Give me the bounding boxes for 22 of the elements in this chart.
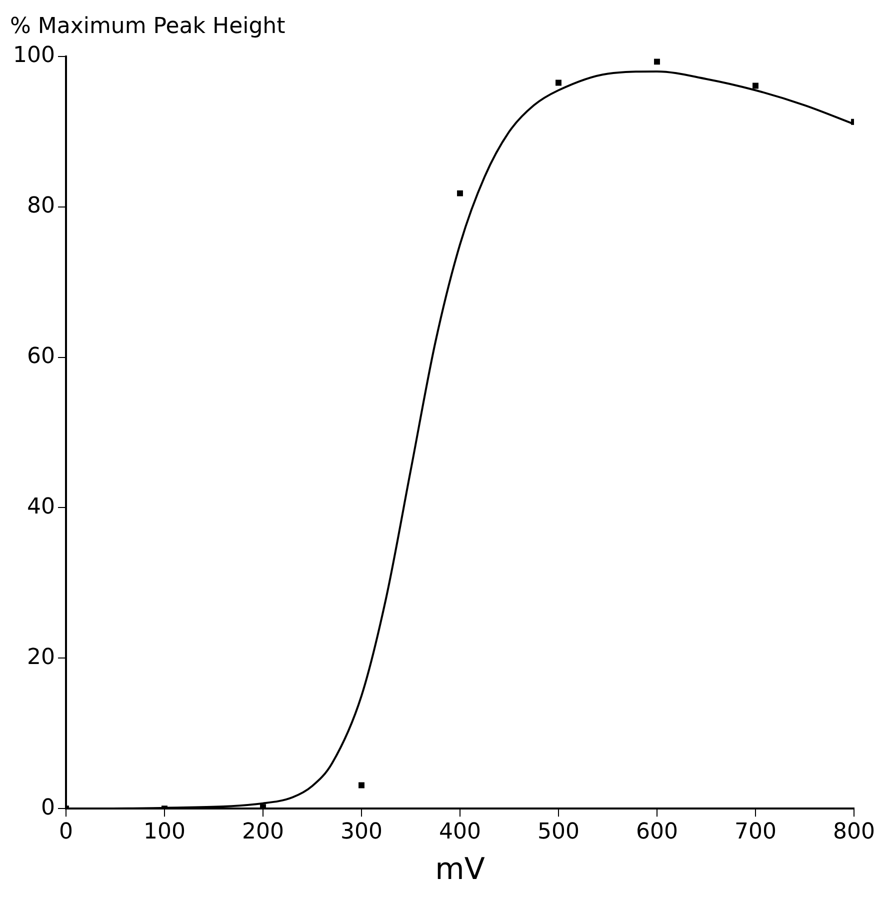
- point: [457, 190, 463, 196]
- x-tick-label: 100: [143, 820, 186, 845]
- point: [654, 58, 660, 65]
- y-tick-label: 80: [26, 194, 55, 219]
- x-axis-title: mV: [435, 852, 486, 887]
- y-tick-label: 40: [26, 494, 55, 520]
- x-tick-label: 0: [58, 820, 73, 845]
- x-tick-label: 600: [636, 820, 678, 845]
- y-tick-label: 20: [26, 644, 55, 670]
- x-tick-label: 500: [537, 820, 580, 845]
- y-tick-label: 0: [40, 795, 55, 820]
- x-tick-label: 800: [833, 820, 875, 845]
- point: [358, 782, 364, 788]
- x-tick-label: 300: [340, 820, 382, 845]
- point: [752, 82, 758, 89]
- x-tick-label: 700: [734, 820, 776, 845]
- point: [556, 80, 562, 86]
- y-tick-label: 60: [26, 344, 55, 369]
- y-tick-label: 100: [12, 43, 55, 68]
- x-tick-label: 200: [242, 820, 284, 845]
- y-axis-title: % Maximum Peak Height: [10, 14, 286, 39]
- x-tick-label: 400: [438, 820, 481, 845]
